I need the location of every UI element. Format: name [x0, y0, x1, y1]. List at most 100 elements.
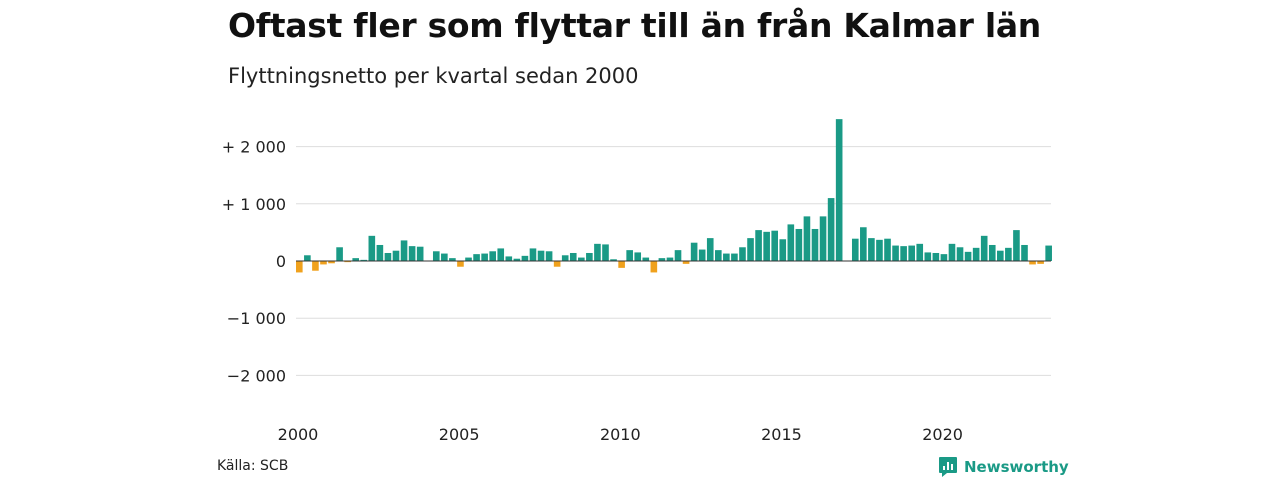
- bar: [642, 257, 650, 261]
- bar: [892, 245, 899, 261]
- bar: [449, 258, 456, 261]
- newsworthy-logo-icon: [939, 457, 957, 477]
- x-tick-label: 2005: [439, 425, 480, 444]
- bar: [779, 239, 787, 261]
- bar: [489, 251, 496, 261]
- bar: [924, 252, 932, 261]
- bar: [1045, 245, 1052, 261]
- bar: [811, 228, 819, 261]
- bar: [747, 238, 754, 261]
- bar: [900, 246, 907, 261]
- bar: [626, 250, 633, 261]
- bar: [634, 252, 642, 261]
- bar: [594, 243, 601, 261]
- bar: [561, 255, 569, 261]
- bar: [441, 253, 448, 261]
- bar: [408, 246, 416, 261]
- bar: [497, 248, 505, 261]
- bar: [787, 224, 795, 261]
- bar: [610, 259, 617, 261]
- bar: [851, 238, 859, 261]
- bar: [336, 247, 343, 261]
- bar: [916, 243, 924, 261]
- bar: [964, 251, 972, 261]
- bar: [674, 250, 682, 261]
- bar: [1005, 247, 1012, 261]
- bar: [988, 244, 996, 261]
- bar: [860, 227, 867, 261]
- bar: [432, 251, 440, 261]
- bar: [706, 238, 714, 261]
- source-label: Källa: SCB: [217, 458, 289, 474]
- bar: [827, 198, 835, 261]
- bar: [545, 251, 553, 261]
- bar: [352, 258, 360, 261]
- bar: [739, 247, 746, 261]
- bar: [980, 235, 988, 261]
- y-tick-label: −1 000: [227, 309, 286, 328]
- bar: [940, 254, 948, 261]
- bar: [731, 253, 738, 261]
- bar: [384, 252, 392, 261]
- bar: [908, 245, 915, 261]
- bar: [457, 261, 464, 267]
- bar: [1021, 244, 1028, 261]
- bar: [723, 253, 730, 261]
- bar: [755, 230, 762, 261]
- bar: [521, 255, 529, 261]
- bar: [1013, 230, 1020, 261]
- bar: [682, 261, 690, 264]
- bar: [1029, 261, 1036, 265]
- bar: [698, 249, 706, 261]
- bar: [553, 261, 561, 267]
- bar: [602, 244, 609, 261]
- bar: [803, 216, 811, 261]
- bar: [473, 254, 480, 261]
- bar: [658, 258, 666, 261]
- bar: [771, 230, 779, 261]
- bar: [819, 216, 827, 261]
- y-tick-label: 0: [276, 252, 286, 271]
- bar: [763, 231, 770, 261]
- bar: [416, 246, 424, 261]
- bar: [1037, 261, 1044, 264]
- bar: [376, 244, 384, 261]
- bar: [569, 252, 577, 261]
- chart-title: Oftast fler som flyttar till än från Kal…: [228, 6, 1041, 45]
- bar: [650, 261, 658, 273]
- x-tick-label: 2000: [278, 425, 319, 444]
- bar: [956, 247, 964, 261]
- bar: [884, 238, 891, 261]
- bar: [392, 250, 400, 261]
- bar: [835, 119, 843, 261]
- bar: [795, 228, 803, 261]
- bar: [400, 240, 408, 261]
- bar: [481, 253, 488, 261]
- bar: [868, 238, 875, 261]
- bar: [304, 255, 311, 261]
- y-tick-label: −2 000: [227, 366, 286, 385]
- bar: [465, 257, 472, 261]
- bar: [690, 242, 698, 261]
- x-tick-label: 2020: [922, 425, 963, 444]
- bar: [618, 261, 625, 268]
- bar: [328, 261, 335, 264]
- bar: [876, 239, 883, 261]
- bar: [666, 257, 674, 261]
- bar: [344, 261, 351, 263]
- bar: [586, 252, 593, 261]
- bar: [312, 261, 319, 271]
- bar: [578, 257, 585, 261]
- bar: [997, 250, 1004, 261]
- chart-subtitle: Flyttningsnetto per kvartal sedan 2000: [228, 64, 639, 88]
- x-tick-label: 2015: [761, 425, 802, 444]
- bar: [948, 243, 956, 261]
- bar: [715, 250, 722, 261]
- bar: [513, 258, 521, 261]
- bar: [932, 252, 940, 261]
- bar: [320, 261, 327, 265]
- bar: [368, 235, 376, 261]
- y-tick-label: + 2 000: [222, 138, 286, 157]
- bar: [296, 261, 303, 273]
